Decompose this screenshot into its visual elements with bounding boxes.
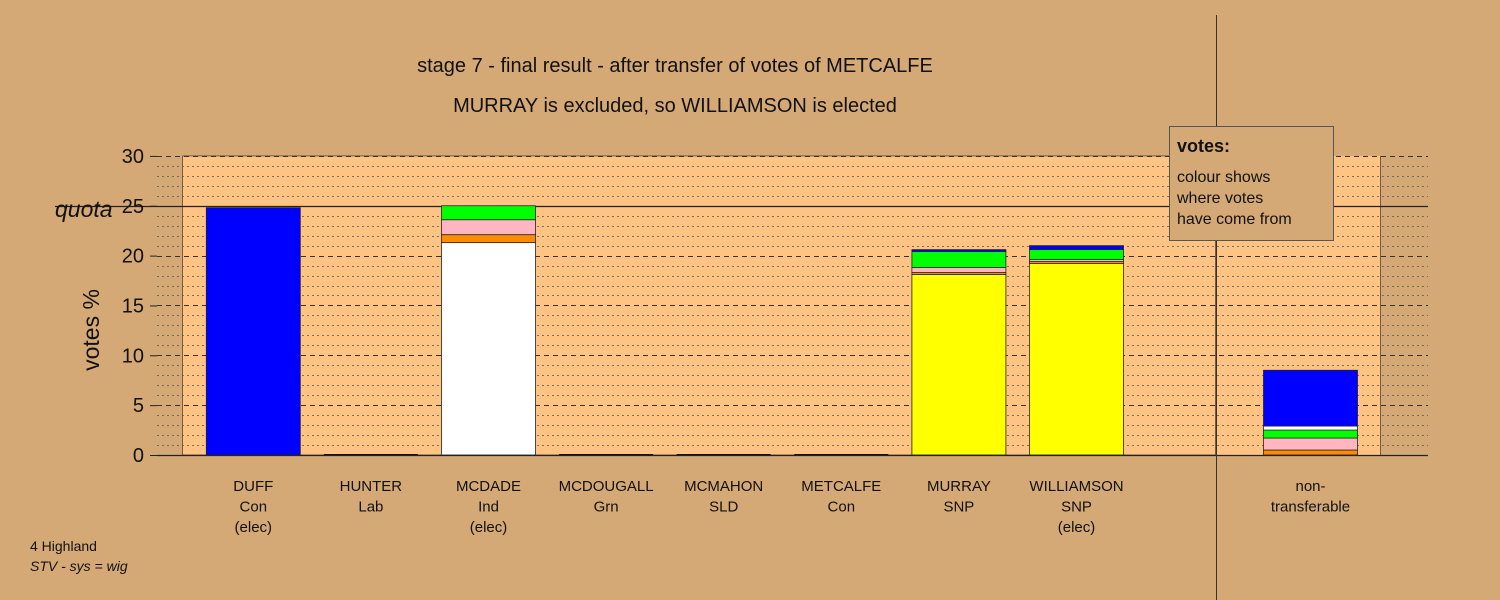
candidate-name: HUNTER	[340, 478, 403, 495]
footer-region: 4 Highland	[30, 538, 97, 554]
legend-box: votes: colour shows where votes have com…	[1169, 126, 1334, 241]
candidate-party: SNP	[943, 499, 974, 516]
nontransferable-segment	[1263, 425, 1358, 431]
candidate-party: Grn	[594, 499, 619, 516]
chart-title: stage 7 - final result - after transfer …	[417, 55, 933, 77]
y-tick-label: 20	[122, 246, 144, 268]
bar-segment	[1029, 249, 1124, 260]
bar-segment	[205, 207, 301, 456]
nontransferable-segment	[1263, 429, 1358, 439]
legend-line: where votes	[1176, 190, 1263, 207]
candidate-name: MCDADE	[456, 478, 521, 495]
quota-label: quota	[55, 196, 113, 222]
candidate-name: MCDOUGALL	[559, 478, 654, 495]
candidate-party: Con	[240, 499, 268, 516]
y-tick-label: 25	[122, 196, 144, 218]
candidate-party: SNP	[1061, 499, 1092, 516]
candidate-name: DUFF	[233, 478, 273, 495]
bar-segment	[911, 267, 1007, 273]
y-tick-label: 10	[122, 345, 144, 367]
candidate-status: (elec)	[1058, 519, 1096, 536]
candidate-party: Con	[828, 499, 856, 516]
candidate-status: (elec)	[470, 519, 508, 536]
y-axis-label: votes %	[78, 289, 104, 371]
candidate-party: SLD	[709, 499, 738, 516]
bar-segment	[441, 234, 536, 244]
candidate-name: METCALFE	[801, 478, 881, 495]
bar-segment	[911, 249, 1007, 253]
bar-segment	[441, 219, 536, 236]
nontransferable-segment	[1263, 449, 1358, 456]
footer-system: STV - sys = wig	[30, 558, 128, 574]
bar-segment	[441, 242, 536, 456]
nontransferable-segment	[1263, 437, 1358, 451]
legend-line: have come from	[1177, 211, 1292, 228]
bar-segment	[1029, 263, 1124, 456]
candidate-party: Lab	[358, 499, 383, 516]
legend-line: colour shows	[1177, 169, 1270, 186]
nontransferable-label: non-	[1295, 478, 1325, 495]
nontransferable-label: transferable	[1271, 499, 1350, 516]
bar-segment	[441, 205, 536, 221]
candidate-name: MCMAHON	[684, 478, 763, 495]
bar-segment	[911, 251, 1007, 268]
bar-segment	[1029, 245, 1124, 251]
candidate-party: Ind	[478, 499, 499, 516]
chart-subtitle: MURRAY is excluded, so WILLIAMSON is ele…	[453, 95, 897, 117]
y-tick-label: 5	[133, 395, 144, 417]
candidate-status: (elec)	[235, 519, 273, 536]
legend-title: votes:	[1177, 136, 1230, 156]
candidate-name: WILLIAMSON	[1029, 478, 1123, 495]
nontransferable-segment	[1263, 369, 1358, 427]
y-tick-label: 15	[122, 295, 144, 317]
candidate-name: MURRAY	[927, 478, 991, 495]
bar-segment	[911, 274, 1007, 456]
y-tick-label: 30	[122, 146, 144, 168]
y-tick-label: 0	[133, 445, 144, 467]
